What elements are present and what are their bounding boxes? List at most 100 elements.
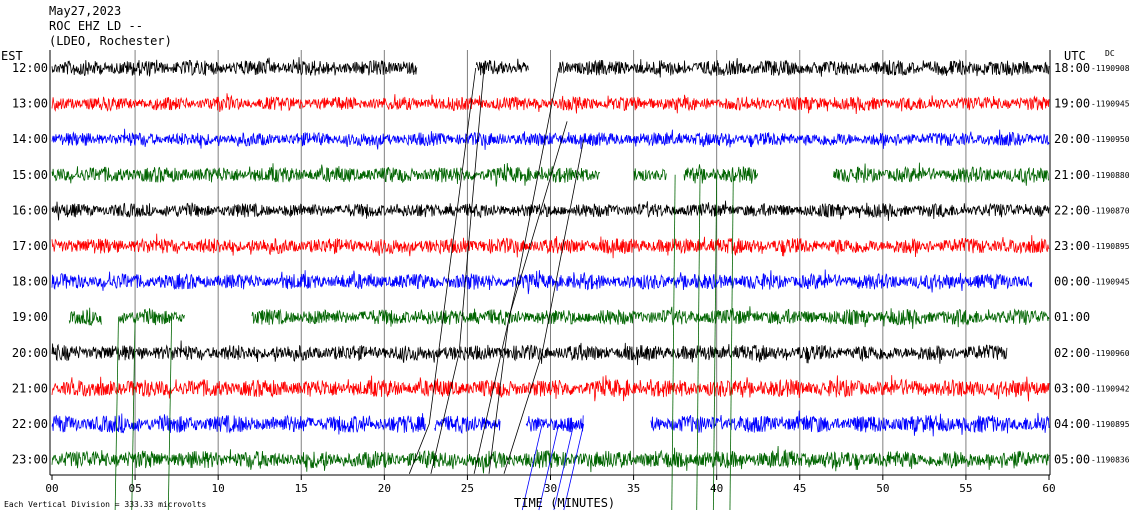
chart-header: May27,2023 ROC EHZ LD -- (LDEO, Rocheste… bbox=[49, 4, 172, 49]
trace-row-10-seg-1 bbox=[434, 415, 501, 434]
est-label-9: 21:00 bbox=[12, 381, 48, 395]
x-tick-label-20: 20 bbox=[378, 482, 391, 495]
utc-label-9: 03:00 bbox=[1054, 381, 1090, 395]
trace-row-10-seg-2 bbox=[525, 415, 584, 433]
x-tick-label-30: 30 bbox=[544, 482, 557, 495]
x-axis: 00 05 10 15 20 25 30 35 40 45 50 55 60 bbox=[45, 475, 1056, 495]
utc-label-10: 04:00 bbox=[1054, 417, 1090, 431]
est-label-2: 14:00 bbox=[12, 132, 48, 146]
x-tick-label-10: 10 bbox=[212, 482, 225, 495]
est-axis-label: EST bbox=[1, 49, 23, 63]
transient-line-0 bbox=[408, 67, 477, 474]
x-tick-label-25: 25 bbox=[461, 482, 474, 495]
blue-drop-3 bbox=[563, 423, 585, 511]
utc-label-5: 23:00 bbox=[1054, 239, 1090, 253]
est-label-1: 13:00 bbox=[12, 97, 48, 111]
trace-row-3-seg-3 bbox=[833, 162, 1049, 186]
blue-drop-1 bbox=[538, 423, 560, 511]
est-label-7: 19:00 bbox=[12, 310, 48, 324]
dc-value-6: -1190945 bbox=[1091, 278, 1130, 287]
trace-row-2-seg-0 bbox=[51, 128, 1050, 150]
est-label-5: 17:00 bbox=[12, 239, 48, 253]
blue-drop-0 bbox=[521, 423, 543, 511]
est-label-0: 12:00 bbox=[12, 61, 48, 75]
dc-value-1: -1190945 bbox=[1091, 100, 1130, 109]
dc-value-3: -1190880 bbox=[1091, 171, 1130, 180]
dc-value-5: -1190895 bbox=[1091, 242, 1130, 251]
dc-axis-label: DC bbox=[1105, 49, 1115, 58]
x-tick-label-15: 15 bbox=[295, 482, 308, 495]
green-drop-4 bbox=[696, 174, 701, 511]
trace-row-9-seg-0 bbox=[51, 375, 1050, 402]
trace-row-8-seg-0 bbox=[51, 340, 1008, 366]
dc-value-0: -1190908 bbox=[1091, 64, 1130, 73]
utc-label-4: 22:00 bbox=[1054, 203, 1090, 217]
trace-row-1-seg-0 bbox=[51, 93, 1050, 115]
transient-line-4 bbox=[503, 139, 585, 474]
green-drop-1 bbox=[131, 317, 136, 511]
utc-label-6: 00:00 bbox=[1054, 275, 1090, 289]
est-label-4: 16:00 bbox=[12, 203, 48, 217]
trace-row-11-seg-0 bbox=[51, 445, 1050, 474]
trace-row-6-seg-0 bbox=[51, 269, 1033, 295]
est-label-8: 20:00 bbox=[12, 346, 48, 360]
utc-label-8: 02:00 bbox=[1054, 346, 1090, 360]
dc-value-4: -1190870 bbox=[1091, 206, 1130, 215]
trace-row-10-seg-0 bbox=[51, 413, 426, 435]
dc-value-10: -1190895 bbox=[1091, 420, 1130, 429]
utc-label-11: 05:00 bbox=[1054, 453, 1090, 467]
x-tick-label-60: 60 bbox=[1042, 482, 1055, 495]
utc-label-0: 18:00 bbox=[1054, 61, 1090, 75]
est-label-3: 15:00 bbox=[12, 168, 48, 182]
est-label-6: 18:00 bbox=[12, 275, 48, 289]
dc-value-9: -1190942 bbox=[1091, 384, 1130, 393]
trace-row-0-seg-0 bbox=[51, 57, 418, 77]
trace-row-0-seg-2 bbox=[559, 58, 1050, 78]
utc-label-3: 21:00 bbox=[1054, 168, 1090, 182]
x-axis-title: TIME (MINUTES) bbox=[514, 496, 616, 510]
x-tick-label-05: 05 bbox=[128, 482, 141, 495]
green-drop-5 bbox=[712, 174, 718, 511]
trace-row-7-seg-0 bbox=[68, 307, 102, 327]
x-tick-label-40: 40 bbox=[710, 482, 723, 495]
green-drop-6 bbox=[729, 174, 734, 511]
date-label: May27,2023 bbox=[49, 4, 122, 18]
seismic-traces bbox=[51, 57, 1050, 474]
utc-axis-label: UTC bbox=[1064, 49, 1086, 63]
transient-line-2 bbox=[473, 67, 560, 474]
green-drop-2 bbox=[167, 317, 173, 511]
transient-line-3 bbox=[488, 121, 568, 474]
trace-row-0-seg-1 bbox=[475, 58, 529, 76]
grid-lines bbox=[49, 50, 1051, 476]
dc-value-8: -1190960 bbox=[1091, 349, 1130, 358]
network-label: (LDEO, Rochester) bbox=[49, 34, 172, 48]
utc-label-2: 20:00 bbox=[1054, 132, 1090, 146]
x-tick-label-35: 35 bbox=[627, 482, 640, 495]
trace-row-4-seg-0 bbox=[51, 200, 1050, 221]
x-tick-label-45: 45 bbox=[793, 482, 806, 495]
scale-footnote: Each Vertical Division = 333.33 microvol… bbox=[4, 500, 207, 509]
green-drop-0 bbox=[114, 317, 119, 511]
station-label: ROC EHZ LD -- bbox=[49, 19, 143, 33]
utc-label-7: 01:00 bbox=[1054, 310, 1090, 324]
trace-row-7-seg-2 bbox=[251, 306, 1050, 329]
trace-row-7-seg-1 bbox=[118, 308, 185, 326]
dc-value-11: -1190836 bbox=[1091, 456, 1130, 465]
x-tick-label-50: 50 bbox=[876, 482, 889, 495]
utc-label-1: 19:00 bbox=[1054, 97, 1090, 111]
x-tick-label-00: 00 bbox=[45, 482, 58, 495]
trace-row-3-seg-1 bbox=[633, 168, 667, 181]
transient-line-1 bbox=[430, 67, 485, 474]
est-label-11: 23:00 bbox=[12, 453, 48, 467]
trace-row-10-seg-3 bbox=[650, 410, 1050, 437]
x-tick-label-55: 55 bbox=[959, 482, 972, 495]
dc-value-2: -1190950 bbox=[1091, 135, 1130, 144]
trace-row-5-seg-0 bbox=[51, 233, 1050, 259]
green-drop-3 bbox=[671, 174, 676, 511]
trace-row-3-seg-0 bbox=[51, 162, 601, 187]
transient-lines bbox=[114, 67, 734, 511]
trace-row-3-seg-2 bbox=[683, 164, 759, 184]
est-label-10: 22:00 bbox=[12, 417, 48, 431]
